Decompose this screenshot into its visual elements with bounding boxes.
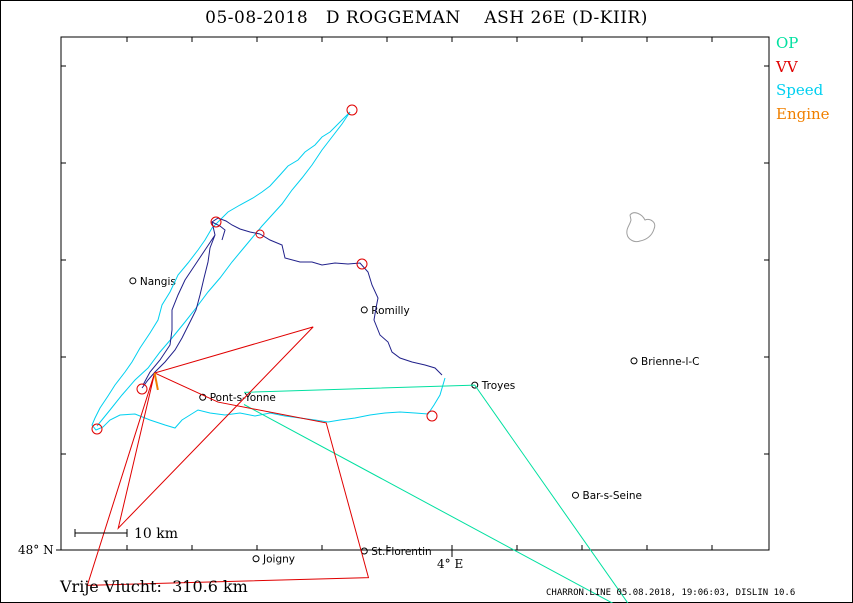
town-label: Joigny — [262, 554, 295, 566]
town-label: St.Florentin — [371, 546, 431, 558]
town-marker — [129, 277, 137, 285]
page-title: 05-08-2018 D ROGGEMAN ASH 26E (D-KIIR) — [205, 8, 648, 28]
town-label: Romilly — [371, 305, 409, 317]
town-marker — [199, 393, 207, 401]
town-label: Troyes — [481, 380, 516, 392]
town-pont-s-yonne: Pont-s-Yonne — [199, 392, 276, 404]
speed-track-detail — [91, 111, 446, 431]
town-st-florentin: St.Florentin — [360, 546, 432, 558]
town-label: Brienne-l-C — [641, 356, 700, 368]
op-track — [243, 384, 629, 603]
town-label: Nangis — [140, 276, 176, 288]
town-label: Bar-s-Seine — [583, 490, 643, 502]
legend-op: OP — [776, 34, 799, 52]
town-marker — [572, 491, 579, 499]
legend-vv: VV — [776, 57, 798, 76]
town-label: Pont-s-Yonne — [210, 392, 276, 404]
distance-summary: Vrije Vlucht: 310.6 km — [60, 577, 248, 596]
town-nangis: Nangis — [129, 276, 176, 288]
engine-track — [153, 372, 159, 391]
town-bar-s-seine: Bar-s-Seine — [572, 490, 643, 502]
legend-engine: Engine — [776, 104, 830, 123]
plot-frame — [56, 36, 770, 557]
distance-label: Vrije Vlucht: — [60, 577, 162, 596]
vv-track — [86, 326, 370, 586]
turnpoints — [91, 104, 438, 435]
town-marker — [630, 357, 638, 365]
town-marker — [360, 306, 368, 314]
distance-value: 310.6 km — [172, 577, 248, 596]
footer-info: CHARRON.LINE 05.08.2018, 19:06:03, DISLI… — [546, 588, 796, 598]
towns-layer: Nangis Romilly Brienne-l-C Troyes Pont-s-Yon… — [129, 276, 700, 566]
legend: OP VV Speed Engine — [776, 32, 830, 126]
town-brienne-l-c: Brienne-l-C — [630, 356, 700, 368]
town-romilly: Romilly — [360, 305, 410, 317]
lake-outline — [626, 212, 656, 243]
town-joigny: Joigny — [252, 554, 295, 566]
scale-label: 10 km — [134, 526, 179, 542]
latitude-label: 48° N — [18, 543, 54, 557]
route-track — [141, 217, 443, 389]
scale-bar — [74, 529, 128, 537]
speed-track-return — [96, 111, 351, 427]
longitude-label: 4° E — [437, 557, 464, 571]
town-marker — [252, 555, 260, 563]
legend-speed: Speed — [776, 81, 824, 99]
